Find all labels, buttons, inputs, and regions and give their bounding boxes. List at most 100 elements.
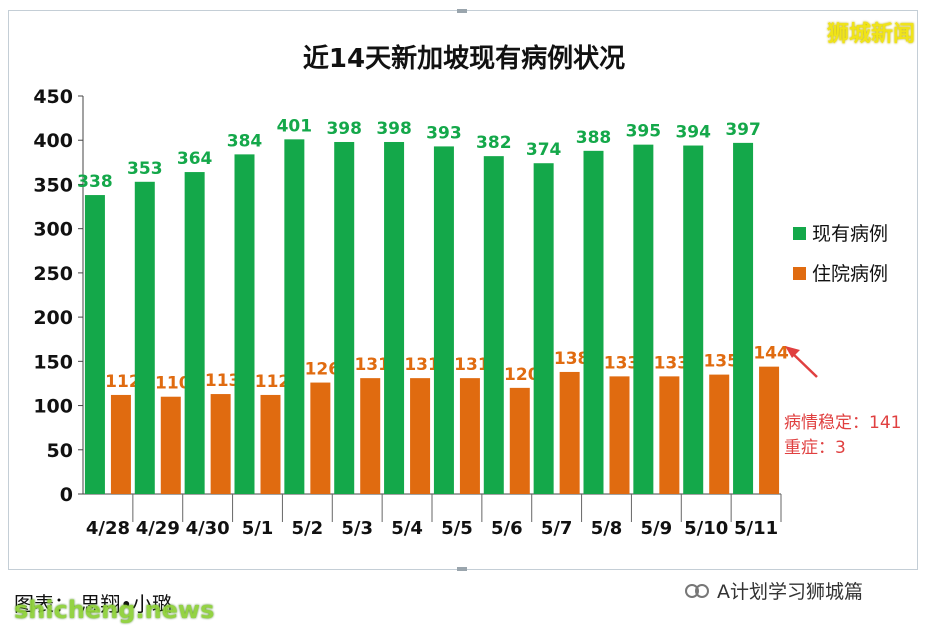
bar-hospitalized-cases — [360, 378, 381, 494]
chart-title: 近14天新加坡现有病例状况 — [303, 43, 625, 74]
bar-current-cases — [683, 145, 704, 495]
y-tick-label: 0 — [60, 484, 73, 506]
bar-hospitalized-cases — [559, 371, 580, 494]
wechat-channel-icon — [683, 580, 711, 602]
bar-current-cases — [533, 163, 554, 494]
x-tick-label: 5/8 — [591, 518, 623, 539]
data-label-current: 393 — [426, 123, 462, 143]
data-label-hospitalized: 113 — [205, 371, 241, 391]
bar-current-cases — [134, 181, 155, 494]
x-tick-label: 5/9 — [641, 518, 673, 539]
bar-hospitalized-cases — [659, 376, 680, 494]
y-tick-label: 50 — [47, 440, 73, 462]
data-label-current: 395 — [626, 122, 662, 142]
data-label-current: 384 — [227, 131, 263, 151]
site-watermark: shicheng.news — [14, 596, 215, 624]
data-label-current: 382 — [476, 133, 512, 153]
data-label-current: 374 — [526, 140, 562, 160]
annotation-arrow — [785, 346, 818, 378]
data-label-current: 338 — [77, 172, 113, 192]
data-label-hospitalized: 133 — [654, 353, 690, 373]
y-tick-label: 350 — [33, 174, 73, 196]
bar-chart: 近14天新加坡现有病例状况 0 50 100 150 200 250 300 350 400 45… — [33, 43, 901, 539]
bar-hospitalized-cases — [310, 382, 331, 494]
y-tick-label: 200 — [33, 307, 73, 329]
data-label-hospitalized: 135 — [703, 352, 739, 372]
bar-hospitalized-cases — [759, 366, 780, 494]
data-label-hospitalized: 112 — [255, 372, 291, 392]
data-label-hospitalized: 120 — [504, 365, 540, 385]
x-tick-label: 5/6 — [491, 518, 523, 539]
wechat-account: A计划学习狮城篇 — [683, 577, 863, 604]
x-tick-label: 5/3 — [341, 518, 373, 539]
bar-current-cases — [384, 141, 405, 495]
bar-hospitalized-cases — [709, 374, 730, 494]
bar-hospitalized-cases — [160, 396, 181, 494]
legend-swatch — [793, 227, 806, 240]
x-tick-label: 5/7 — [541, 518, 573, 539]
x-tick-label: 5/2 — [292, 518, 324, 539]
data-label-current: 388 — [576, 128, 612, 148]
note-stable: 病情稳定：141 — [784, 413, 901, 433]
y-tick-label: 250 — [33, 263, 73, 285]
bar-hospitalized-cases — [260, 394, 281, 494]
legend-swatch — [793, 267, 806, 280]
bar-current-cases — [733, 142, 754, 494]
chart-frame: 近14天新加坡现有病例状况 0 50 100 150 200 250 300 350 400 45… — [8, 9, 918, 571]
x-tick-label: 4/29 — [136, 518, 180, 539]
bar-current-cases — [184, 172, 205, 494]
data-label-current: 397 — [725, 120, 761, 140]
bar-current-cases — [284, 139, 305, 495]
x-tick-label: 5/4 — [391, 518, 423, 539]
bar-current-cases — [633, 144, 654, 494]
wechat-account-name: A计划学习狮城篇 — [717, 581, 863, 603]
data-label-hospitalized: 126 — [305, 360, 341, 380]
data-label-current: 401 — [277, 116, 313, 136]
x-tick-label: 5/1 — [242, 518, 274, 539]
x-tick-label: 4/28 — [86, 518, 130, 539]
data-label-hospitalized: 138 — [554, 349, 590, 369]
x-tick-label: 5/5 — [441, 518, 473, 539]
watermark-logo: 狮城新闻 — [826, 22, 915, 47]
data-label-current: 353 — [127, 159, 163, 179]
bar-hospitalized-cases — [609, 376, 630, 494]
bar-hospitalized-cases — [509, 387, 530, 494]
data-label-hospitalized: 131 — [454, 355, 490, 375]
bar-current-cases — [234, 154, 255, 494]
data-label-hospitalized: 131 — [404, 355, 440, 375]
bar-hospitalized-cases — [110, 394, 131, 494]
bar-current-cases — [84, 195, 105, 494]
bar-hospitalized-cases — [410, 378, 431, 494]
data-label-hospitalized: 110 — [155, 374, 191, 394]
bar-current-cases — [334, 141, 355, 495]
resize-handle-top[interactable] — [457, 9, 467, 13]
data-label-hospitalized: 131 — [354, 355, 390, 375]
data-label-current: 394 — [675, 123, 711, 143]
bar-hospitalized-cases — [459, 378, 480, 494]
data-label-current: 364 — [177, 149, 213, 169]
arrow-head — [785, 346, 800, 358]
data-label-hospitalized: 112 — [105, 372, 141, 392]
bars-group: 338 112 353 110 364 113 384 112 401 126 398 131 398 1… — [77, 116, 789, 495]
bar-current-cases — [433, 146, 454, 494]
chart-caption: 图表： 思翔•小璐 — [14, 592, 173, 616]
data-label-current: 398 — [326, 119, 362, 139]
y-tick-label: 400 — [33, 130, 73, 152]
bar-hospitalized-cases — [210, 394, 231, 494]
data-label-hospitalized: 133 — [604, 353, 640, 373]
legend-label: 现有病例 — [812, 223, 888, 245]
x-tick-label: 5/11 — [734, 518, 778, 539]
y-tick-label: 150 — [33, 351, 73, 373]
y-tick-label: 300 — [33, 219, 73, 241]
note-critical: 重症：3 — [784, 438, 846, 458]
resize-handle-bottom[interactable] — [457, 567, 467, 571]
x-tick-label: 4/30 — [186, 518, 230, 539]
bar-current-cases — [583, 150, 604, 494]
x-tick-label: 5/10 — [684, 518, 728, 539]
axes: 0 50 100 150 200 250 300 350 400 450 4/28 4/29 4/30 5… — [33, 86, 782, 539]
y-tick-label: 450 — [33, 86, 73, 108]
data-label-hospitalized: 144 — [753, 344, 789, 364]
bar-current-cases — [483, 156, 504, 495]
legend-label: 住院病例 — [812, 263, 888, 285]
